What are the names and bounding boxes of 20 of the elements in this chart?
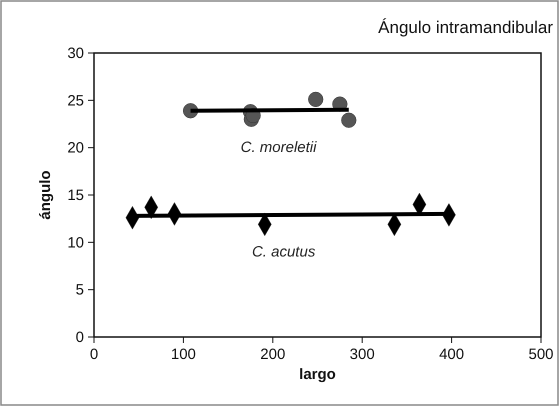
series-label: C. moreletii (240, 139, 318, 156)
chart-title: Ángulo intramandibular (378, 18, 554, 37)
x-tick-label: 0 (90, 346, 98, 363)
point (308, 92, 324, 107)
x-tick-label: 200 (260, 346, 286, 363)
x-tick-label: 300 (350, 346, 375, 363)
x-tick-label: 500 (528, 346, 554, 363)
x-tick-label: 400 (439, 346, 464, 363)
y-tick-label: 25 (67, 92, 84, 110)
x-axis-title: largo (299, 366, 336, 383)
y-tick-label: 10 (67, 234, 84, 252)
series-label: C. acutus (252, 243, 316, 260)
y-tick-label: 5 (76, 282, 84, 299)
x-tick-label: 100 (170, 346, 196, 363)
y-tick-label: 20 (67, 140, 84, 157)
point (341, 112, 356, 128)
y-tick-label: 0 (76, 329, 84, 346)
y-axis-title: ángulo (37, 170, 54, 220)
y-tick-label: 15 (67, 187, 84, 204)
y-tick-label: 30 (67, 45, 84, 62)
